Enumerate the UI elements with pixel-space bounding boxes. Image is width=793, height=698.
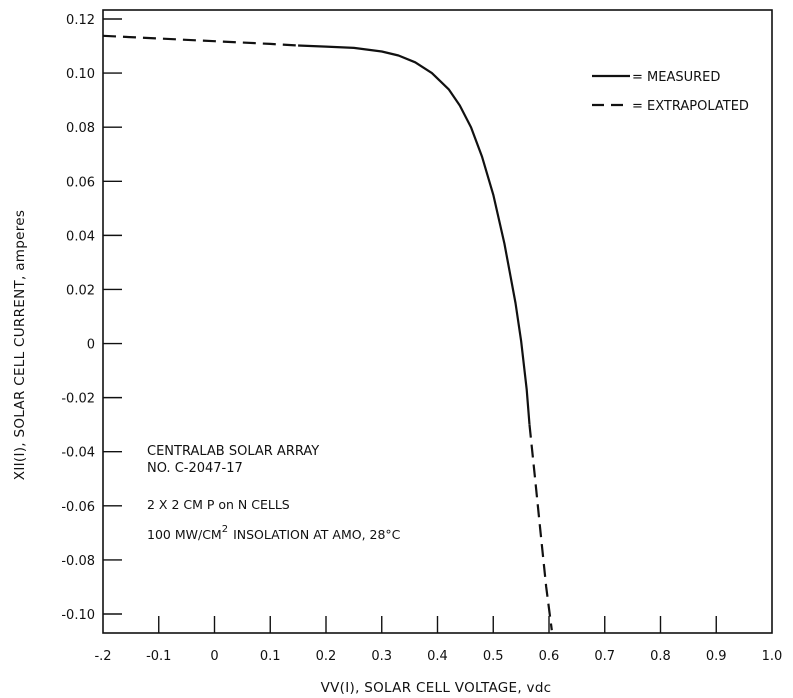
x-tick-label: 0.1 bbox=[260, 649, 281, 664]
x-tick-label: 0.6 bbox=[539, 649, 560, 664]
y-tick-label: 0.08 bbox=[66, 121, 95, 136]
y-tick-label: -0.08 bbox=[61, 554, 95, 569]
x-tick-label: 0.4 bbox=[427, 649, 448, 664]
x-axis-ticks: -.2 -0.1 0 0.1 0.2 0.3 0.4 0.5 0.6 0.7 0.8 0.9 1.0 bbox=[94, 616, 782, 664]
y-tick-label: -0.06 bbox=[61, 500, 95, 515]
y-tick-label: -0.02 bbox=[61, 392, 95, 407]
x-tick-label: 0.5 bbox=[483, 649, 504, 664]
curves bbox=[102, 34, 553, 631]
x-tick-label: 0.3 bbox=[371, 649, 392, 664]
x-axis-title: VV(I), SOLAR CELL VOLTAGE, vdc bbox=[321, 680, 552, 696]
legend: = MEASURED = EXTRAPOLATED bbox=[592, 70, 749, 114]
annotation-block: CENTRALAB SOLAR ARRAY NO. C-2047-17 2 X … bbox=[147, 444, 401, 542]
annotation-array-name: CENTRALAB SOLAR ARRAY bbox=[147, 444, 319, 459]
y-axis-title: XII(I), SOLAR CELL CURRENT, amperes bbox=[12, 210, 28, 480]
x-tick-label: 0.7 bbox=[594, 649, 615, 664]
y-tick-label: -0.04 bbox=[61, 446, 95, 461]
x-tick-label: 0 bbox=[210, 649, 218, 664]
x-tick-label: 0.8 bbox=[650, 649, 671, 664]
y-tick-label: -0.10 bbox=[61, 608, 95, 623]
annotation-cells: 2 X 2 CM P on N CELLS bbox=[147, 497, 290, 512]
annotation-insolation-superscript: 2 bbox=[222, 524, 228, 535]
y-tick-label: 0.02 bbox=[66, 283, 95, 298]
x-tick-label: 1.0 bbox=[762, 649, 783, 664]
extrapolated-curve-0 bbox=[102, 34, 299, 47]
extrapolated-curve-2 bbox=[528, 424, 553, 631]
y-tick-label: 0 bbox=[87, 338, 95, 353]
y-tick-label: 0.04 bbox=[66, 229, 95, 244]
y-tick-label: 0.12 bbox=[66, 13, 95, 28]
annotation-array-number: NO. C-2047-17 bbox=[147, 461, 243, 476]
annotation-insolation: 100 MW/CM2 INSOLATION AT AMO, 28°C bbox=[147, 524, 401, 542]
x-tick-label: 0.2 bbox=[316, 649, 337, 664]
annotation-insolation-condition: INSOLATION AT AMO, 28°C bbox=[233, 527, 401, 542]
x-tick-label: -0.1 bbox=[146, 649, 171, 664]
x-tick-label: -.2 bbox=[94, 649, 111, 664]
annotation-insolation-unit: 100 MW/CM bbox=[147, 527, 222, 542]
y-tick-label: 0.10 bbox=[66, 67, 95, 82]
legend-label-measured: = MEASURED bbox=[632, 70, 720, 85]
measured-curve bbox=[298, 44, 531, 425]
y-axis-ticks: 0.12 0.10 0.08 0.06 0.04 0.02 0 -0.02 -0.04 -0.06… bbox=[61, 13, 122, 623]
legend-label-extrapolated: = EXTRAPOLATED bbox=[632, 99, 749, 114]
y-tick-label: 0.06 bbox=[66, 175, 95, 190]
x-tick-label: 0.9 bbox=[706, 649, 727, 664]
